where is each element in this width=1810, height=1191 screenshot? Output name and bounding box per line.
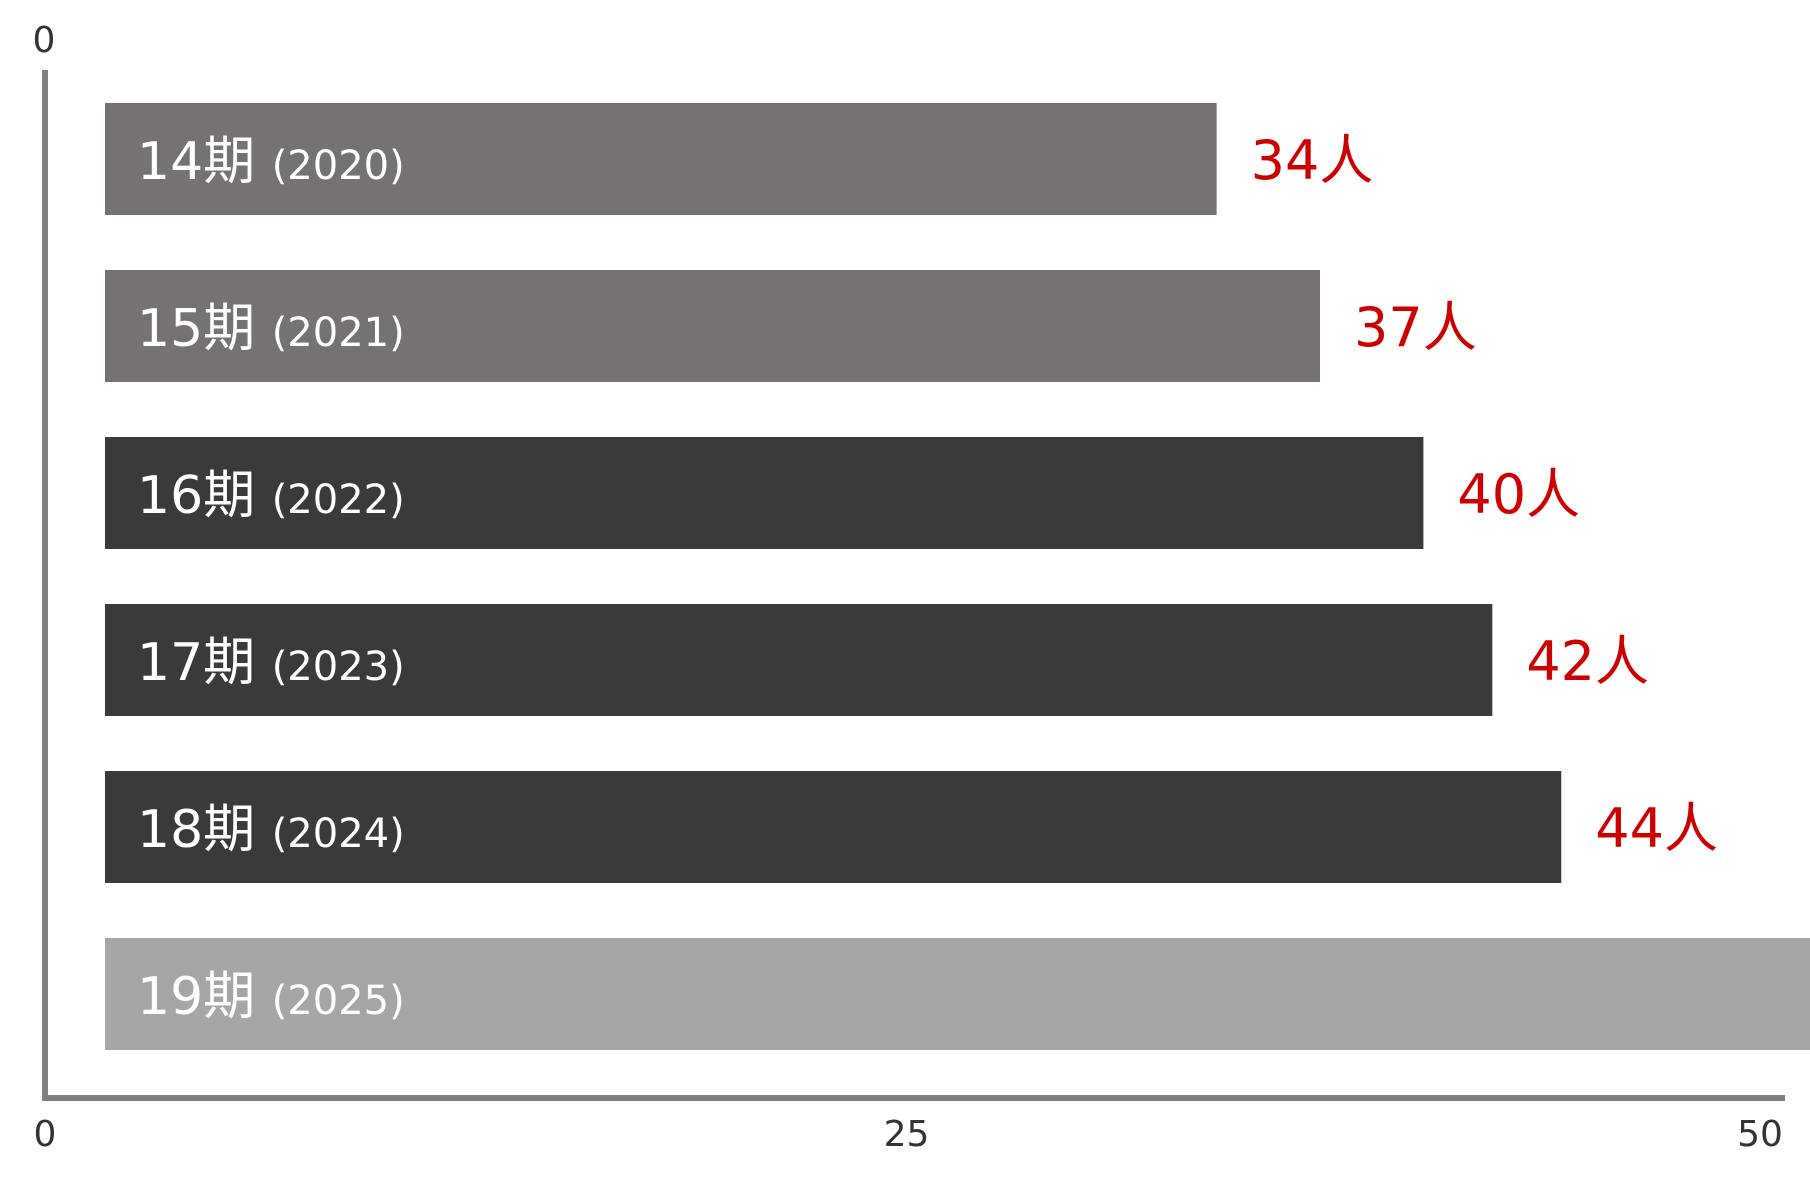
y-axis-top-label: 0 [33,20,56,61]
x-tick-label-50: 50 [1737,1114,1783,1155]
bar-4 [105,604,1493,716]
value-label-4: 42人 [1526,630,1649,693]
category-label-1: 14期 (2020) [137,132,405,192]
bar-5 [105,771,1562,883]
category-label-2: 15期 (2021) [137,299,405,359]
axes: 0 [33,20,1785,1101]
category-label-6: 19期 (2025) [137,967,405,1027]
x-tick-label-0: 0 [34,1114,57,1155]
value-label-2: 37人 [1354,296,1477,359]
bar-6 [105,938,1810,1050]
x-axis-ticks: 0 25 50 [34,1114,1783,1155]
x-tick-label-25: 25 [884,1114,930,1155]
value-label-3: 40人 [1457,463,1580,526]
bar-3 [105,437,1424,549]
bars: 14期 (2020) 34人 15期 (2021) 37人 16期 (2022) 40人 1… [105,103,1810,1050]
bar-2 [105,270,1321,382]
category-label-3: 16期 (2022) [137,466,405,526]
bar-1 [105,103,1217,215]
category-label-5: 18期 (2024) [137,800,405,860]
category-label-4: 17期 (2023) [137,633,405,693]
value-label-5: 44人 [1595,797,1718,860]
value-label-1: 34人 [1251,129,1374,192]
